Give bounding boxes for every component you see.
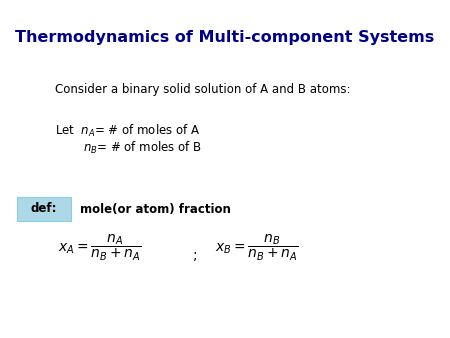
Text: $x_{A} = \dfrac{n_{A}}{n_{B} + n_{A}}$: $x_{A} = \dfrac{n_{A}}{n_{B} + n_{A}}$ <box>58 233 141 263</box>
Text: $n_{B}$= # of moles of B: $n_{B}$= # of moles of B <box>83 140 202 156</box>
Text: ;: ; <box>193 248 197 262</box>
Text: def:: def: <box>31 202 57 216</box>
Text: Thermodynamics of Multi-component Systems: Thermodynamics of Multi-component System… <box>15 30 435 45</box>
Text: Let  $n_{A}$= # of moles of A: Let $n_{A}$= # of moles of A <box>55 123 201 139</box>
Text: Consider a binary solid solution of A and B atoms:: Consider a binary solid solution of A an… <box>55 83 351 96</box>
Text: mole(or atom) fraction: mole(or atom) fraction <box>80 202 231 216</box>
Text: $x_{B} = \dfrac{n_{B}}{n_{B} + n_{A}}$: $x_{B} = \dfrac{n_{B}}{n_{B} + n_{A}}$ <box>215 233 298 263</box>
FancyBboxPatch shape <box>17 197 71 221</box>
